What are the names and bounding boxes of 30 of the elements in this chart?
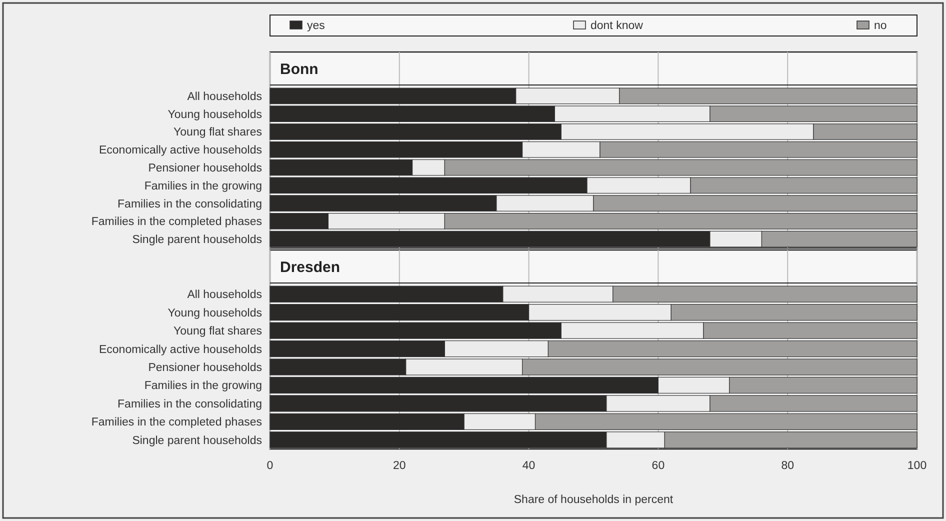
y-tick-label: Families in the consolidating bbox=[118, 398, 262, 410]
legend-label: dont know bbox=[590, 20, 644, 32]
legend-label: yes bbox=[307, 20, 326, 32]
chart-title: Dresden bbox=[280, 259, 340, 276]
y-tick-label: Pensioner households bbox=[148, 162, 262, 175]
y-tick-label: Families in the growing bbox=[144, 180, 262, 192]
y-tick-label: Single parent households bbox=[132, 234, 262, 246]
chart-title: Bonn bbox=[280, 61, 318, 78]
x-tick-label: 80 bbox=[781, 460, 794, 472]
x-tick-label: 100 bbox=[907, 460, 927, 472]
y-tick-label: Young flat shares bbox=[174, 126, 262, 139]
y-tick-label: Young households bbox=[168, 307, 262, 320]
y-tick-label: Families in the consolidating bbox=[118, 198, 262, 210]
y-tick-label: Pensioner households bbox=[148, 362, 262, 374]
x-axis-title: Share of households in percent bbox=[514, 494, 674, 506]
x-tick-label: 0 bbox=[266, 460, 274, 472]
y-tick-label: All households bbox=[187, 90, 262, 103]
y-tick-label: Single parent households bbox=[132, 434, 262, 447]
y-tick-label: Economically active households bbox=[98, 344, 262, 356]
y-tick-label: Families in the growing bbox=[144, 380, 262, 392]
y-tick-label: All households bbox=[187, 289, 262, 302]
y-tick-label: Families in the completed phases bbox=[91, 416, 262, 429]
x-tick-label: 20 bbox=[393, 460, 406, 472]
y-tick-label: Economically active households bbox=[98, 144, 262, 157]
y-tick-label: Families in the completed phases bbox=[91, 216, 262, 228]
x-tick-label: 60 bbox=[652, 460, 665, 472]
y-tick-label: Young flat shares bbox=[174, 326, 262, 338]
y-tick-label: Young households bbox=[168, 108, 262, 121]
legend-label: no bbox=[874, 20, 887, 32]
x-tick-label: 40 bbox=[522, 460, 536, 472]
